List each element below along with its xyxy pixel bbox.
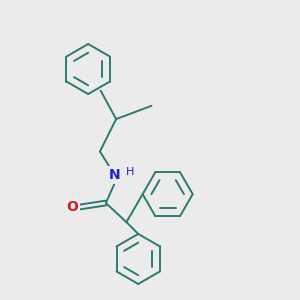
Text: O: O: [66, 200, 78, 214]
Text: N: N: [109, 168, 121, 182]
Text: H: H: [126, 167, 134, 177]
